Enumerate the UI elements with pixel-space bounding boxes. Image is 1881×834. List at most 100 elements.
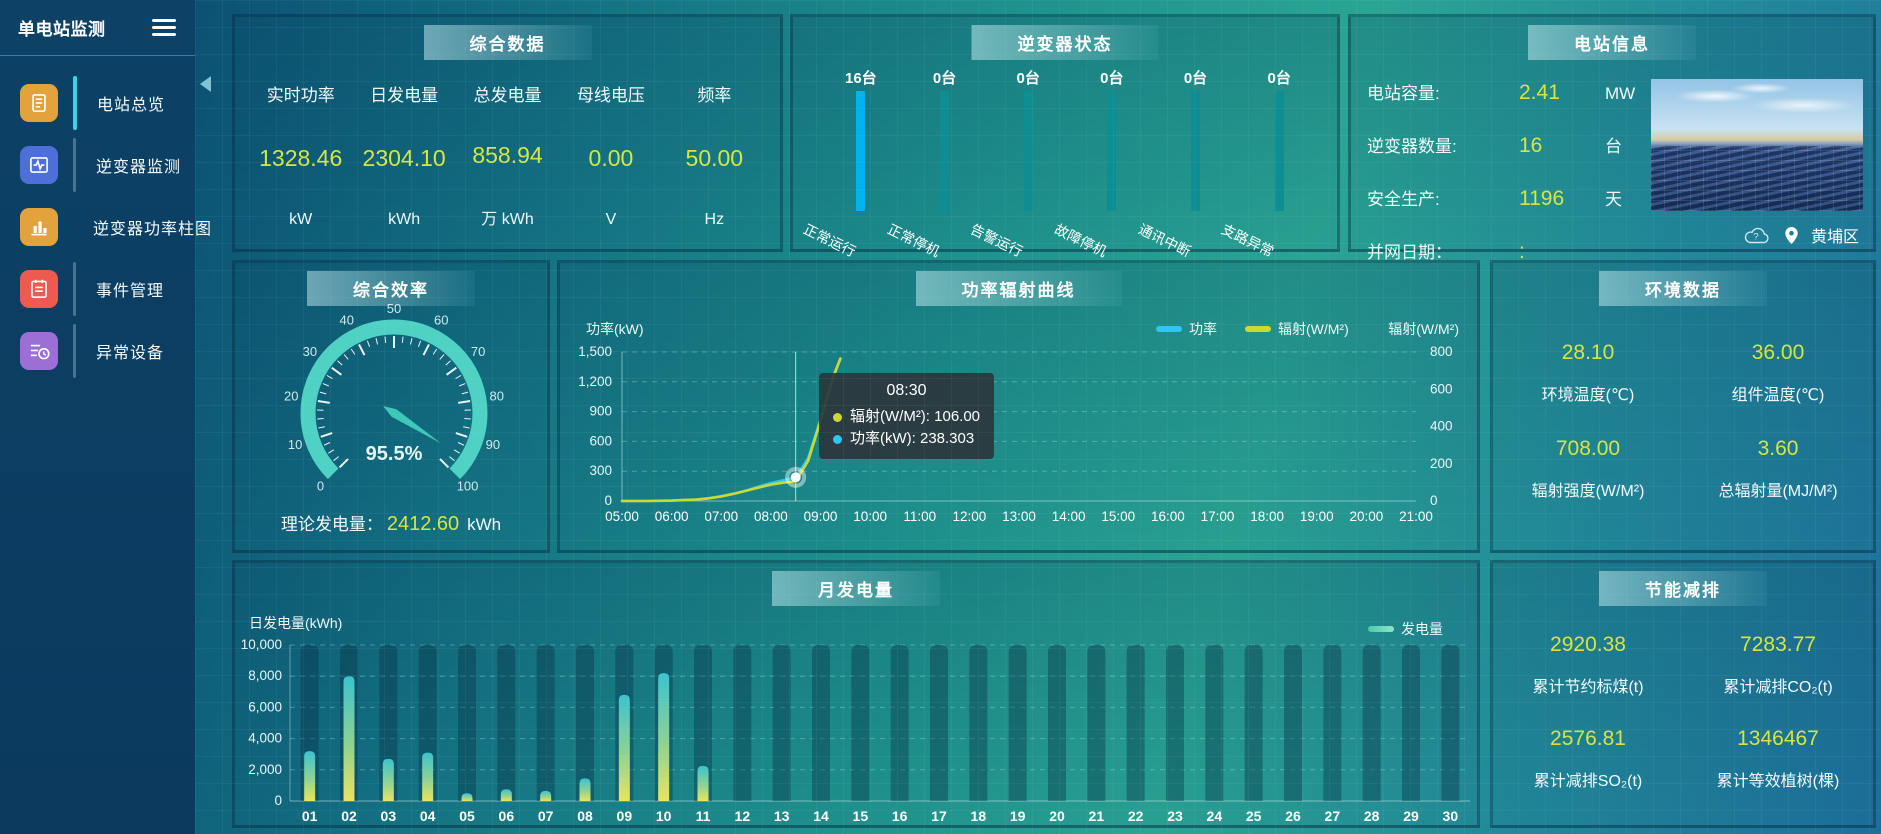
- svg-text:17:00: 17:00: [1201, 509, 1235, 524]
- svg-text:17: 17: [931, 808, 947, 824]
- svg-text:16: 16: [892, 808, 908, 824]
- sidebar-item-station-overview[interactable]: 电站总览: [0, 72, 195, 134]
- abnormal-device-icon: [20, 332, 58, 370]
- status-bar[interactable]: [1191, 91, 1201, 211]
- svg-text:26: 26: [1285, 808, 1301, 824]
- menu-toggle-icon[interactable]: [149, 16, 179, 39]
- legend-item-power[interactable]: 功率: [1156, 319, 1217, 339]
- sidebar: 单电站监测 电站总览 逆变器监测 逆变器功率柱图 事件管理 异常设备: [0, 0, 211, 834]
- stat-cell: 3.60 总辐射量(MJ/M²): [1683, 437, 1873, 501]
- svg-text:11:00: 11:00: [903, 509, 936, 524]
- svg-text:11: 11: [696, 808, 711, 824]
- bar-chart-legend[interactable]: 发电量: [1368, 619, 1443, 639]
- panel-title: 功率辐射曲线: [915, 271, 1122, 306]
- stat-cell: 708.00 辐射强度(W/M²): [1493, 437, 1683, 501]
- dashboard: 综合数据 实时功率 1328.46 kW 日发电量 2304.10 kWh 总发电量 858.…: [195, 0, 1881, 834]
- svg-text:0: 0: [274, 793, 282, 808]
- sidebar-item-inverter-monitor[interactable]: 逆变器监测: [0, 134, 195, 196]
- status-bar[interactable]: [940, 91, 949, 211]
- svg-text:27: 27: [1325, 808, 1341, 824]
- info-value: 16: [1519, 134, 1543, 157]
- svg-text:01: 01: [302, 808, 318, 824]
- stat-value: 2920.38: [1550, 633, 1626, 656]
- status-label: 正常运行: [800, 220, 859, 260]
- theoretical-value: 2412.60: [386, 513, 460, 535]
- metric-value: 858.94: [472, 142, 543, 168]
- svg-text:2,000: 2,000: [248, 762, 282, 777]
- legend-marker: [1245, 326, 1271, 332]
- sidebar-item-label: 逆变器监测: [96, 159, 182, 176]
- stat-value: 3.60: [1757, 437, 1799, 460]
- inverter-status-column: 16台 正常运行: [801, 67, 903, 260]
- stat-label: 环境温度(℃): [1541, 387, 1635, 404]
- panel-energy-savings: 节能减排 2920.38 累计节约标煤(t) 7283.77 累计减排CO₂(t) 25…: [1490, 560, 1876, 828]
- svg-text:600: 600: [589, 433, 612, 448]
- summary-metric: 实时功率 1328.46 kW: [249, 73, 352, 235]
- svg-text:19: 19: [1010, 808, 1026, 824]
- series-dot-icon: [833, 412, 842, 422]
- svg-text:09: 09: [617, 808, 633, 824]
- panel-title: 电站信息: [1528, 25, 1696, 60]
- info-value: :: [1519, 240, 1525, 263]
- line-chart-legend[interactable]: 功率 辐射(W/M²): [1156, 319, 1349, 339]
- svg-text:21:00: 21:00: [1399, 509, 1433, 524]
- svg-text:19:00: 19:00: [1300, 509, 1334, 524]
- status-bar[interactable]: [1023, 91, 1033, 211]
- svg-text:20: 20: [1049, 808, 1065, 824]
- active-indicator: [73, 76, 77, 130]
- station-photo: [1651, 79, 1863, 211]
- metric-value: 0.00: [588, 145, 634, 171]
- inverter-status-column: 0台正常停机: [885, 67, 987, 260]
- collapse-sidebar-arrow[interactable]: [200, 76, 211, 92]
- metric-label: 频率: [697, 86, 732, 105]
- stat-cell: 1346467 累计等效植树(棵): [1683, 727, 1873, 791]
- legend-label: 辐射(W/M²): [1278, 321, 1349, 337]
- svg-text:08:00: 08:00: [754, 509, 788, 524]
- sidebar-item-label: 事件管理: [96, 283, 165, 300]
- stat-label: 累计节约标煤(t): [1532, 679, 1644, 696]
- sidebar-item-event-management[interactable]: 事件管理: [0, 258, 195, 320]
- panel-environment: 环境数据 28.10 环境温度(℃) 36.00 组件温度(℃) 708.00 辐射强度(…: [1490, 260, 1876, 553]
- svg-text:07:00: 07:00: [704, 509, 738, 524]
- svg-text:40: 40: [340, 312, 354, 327]
- status-label: 告警运行: [968, 220, 1026, 260]
- svg-text:18:00: 18:00: [1250, 509, 1284, 524]
- status-label: 正常停机: [884, 220, 942, 260]
- svg-text:30: 30: [1443, 808, 1459, 824]
- station-overview-icon: [20, 84, 58, 122]
- inverter-status-bars[interactable]: 16台 正常运行 0台 正常停机 0台 告警运行 0台 故障停机 0台 通讯中断 0台 支路异常: [801, 67, 1321, 260]
- legend-item-radiation[interactable]: 辐射(W/M²): [1245, 319, 1349, 339]
- status-bar[interactable]: [1274, 91, 1284, 211]
- metric-label: 母线电压: [576, 86, 645, 105]
- metric-unit: kWh: [388, 211, 421, 228]
- svg-text:0: 0: [317, 479, 324, 494]
- info-label: 并网日期：: [1367, 243, 1452, 262]
- panel-monthly-generation: 月发电量 日发电量(kWh) 发电量 0 2,000 4,000 6,000 8,000…: [232, 560, 1480, 828]
- svg-text:15: 15: [853, 808, 869, 824]
- stat-label: 累计减排CO₂(t): [1723, 679, 1833, 696]
- status-bar[interactable]: [1107, 91, 1117, 211]
- svg-text:02: 02: [341, 808, 357, 824]
- svg-text:06: 06: [499, 808, 515, 824]
- stat-label: 累计等效植树(棵): [1716, 773, 1840, 790]
- sidebar-item-inverter-power-chart[interactable]: 逆变器功率柱图: [0, 196, 211, 258]
- svg-text:20:00: 20:00: [1349, 509, 1383, 524]
- status-label: 故障停机: [1051, 220, 1110, 260]
- status-count: 0台: [932, 70, 957, 87]
- svg-text:600: 600: [1430, 381, 1453, 396]
- summary-metrics: 实时功率 1328.46 kW 日发电量 2304.10 kWh 总发电量 858.94 万 k…: [249, 73, 766, 235]
- station-info-rows: 电站容量: 2.41 MW 逆变器数量: 16 台安全生产: 1196 天并网日期：:: [1367, 79, 1667, 291]
- efficiency-gauge[interactable]: 0 10 20 30 40 50 60 70 80 90 100 95.5%: [244, 295, 544, 517]
- status-bar[interactable]: [856, 91, 866, 211]
- svg-text:300: 300: [589, 463, 612, 478]
- power-radiation-chart[interactable]: 0 300 600 900 1,200 1,500 0 200 400 600 800 05:00 06…: [560, 263, 1483, 556]
- svg-text:07: 07: [538, 808, 554, 824]
- svg-text:05: 05: [459, 808, 475, 824]
- sidebar-item-abnormal-device[interactable]: 异常设备: [0, 320, 195, 382]
- monthly-generation-chart[interactable]: 0 2,000 4,000 6,000 8,000 10,000 01 02 03 04 05 06 0…: [235, 563, 1483, 831]
- svg-text:10,000: 10,000: [241, 637, 282, 652]
- stat-label: 累计减排SO₂(t): [1533, 773, 1643, 790]
- inverter-status-column: 0台 故障停机: [1052, 67, 1154, 260]
- svg-text:14:00: 14:00: [1052, 509, 1086, 524]
- inverter-monitor-icon: [20, 146, 58, 184]
